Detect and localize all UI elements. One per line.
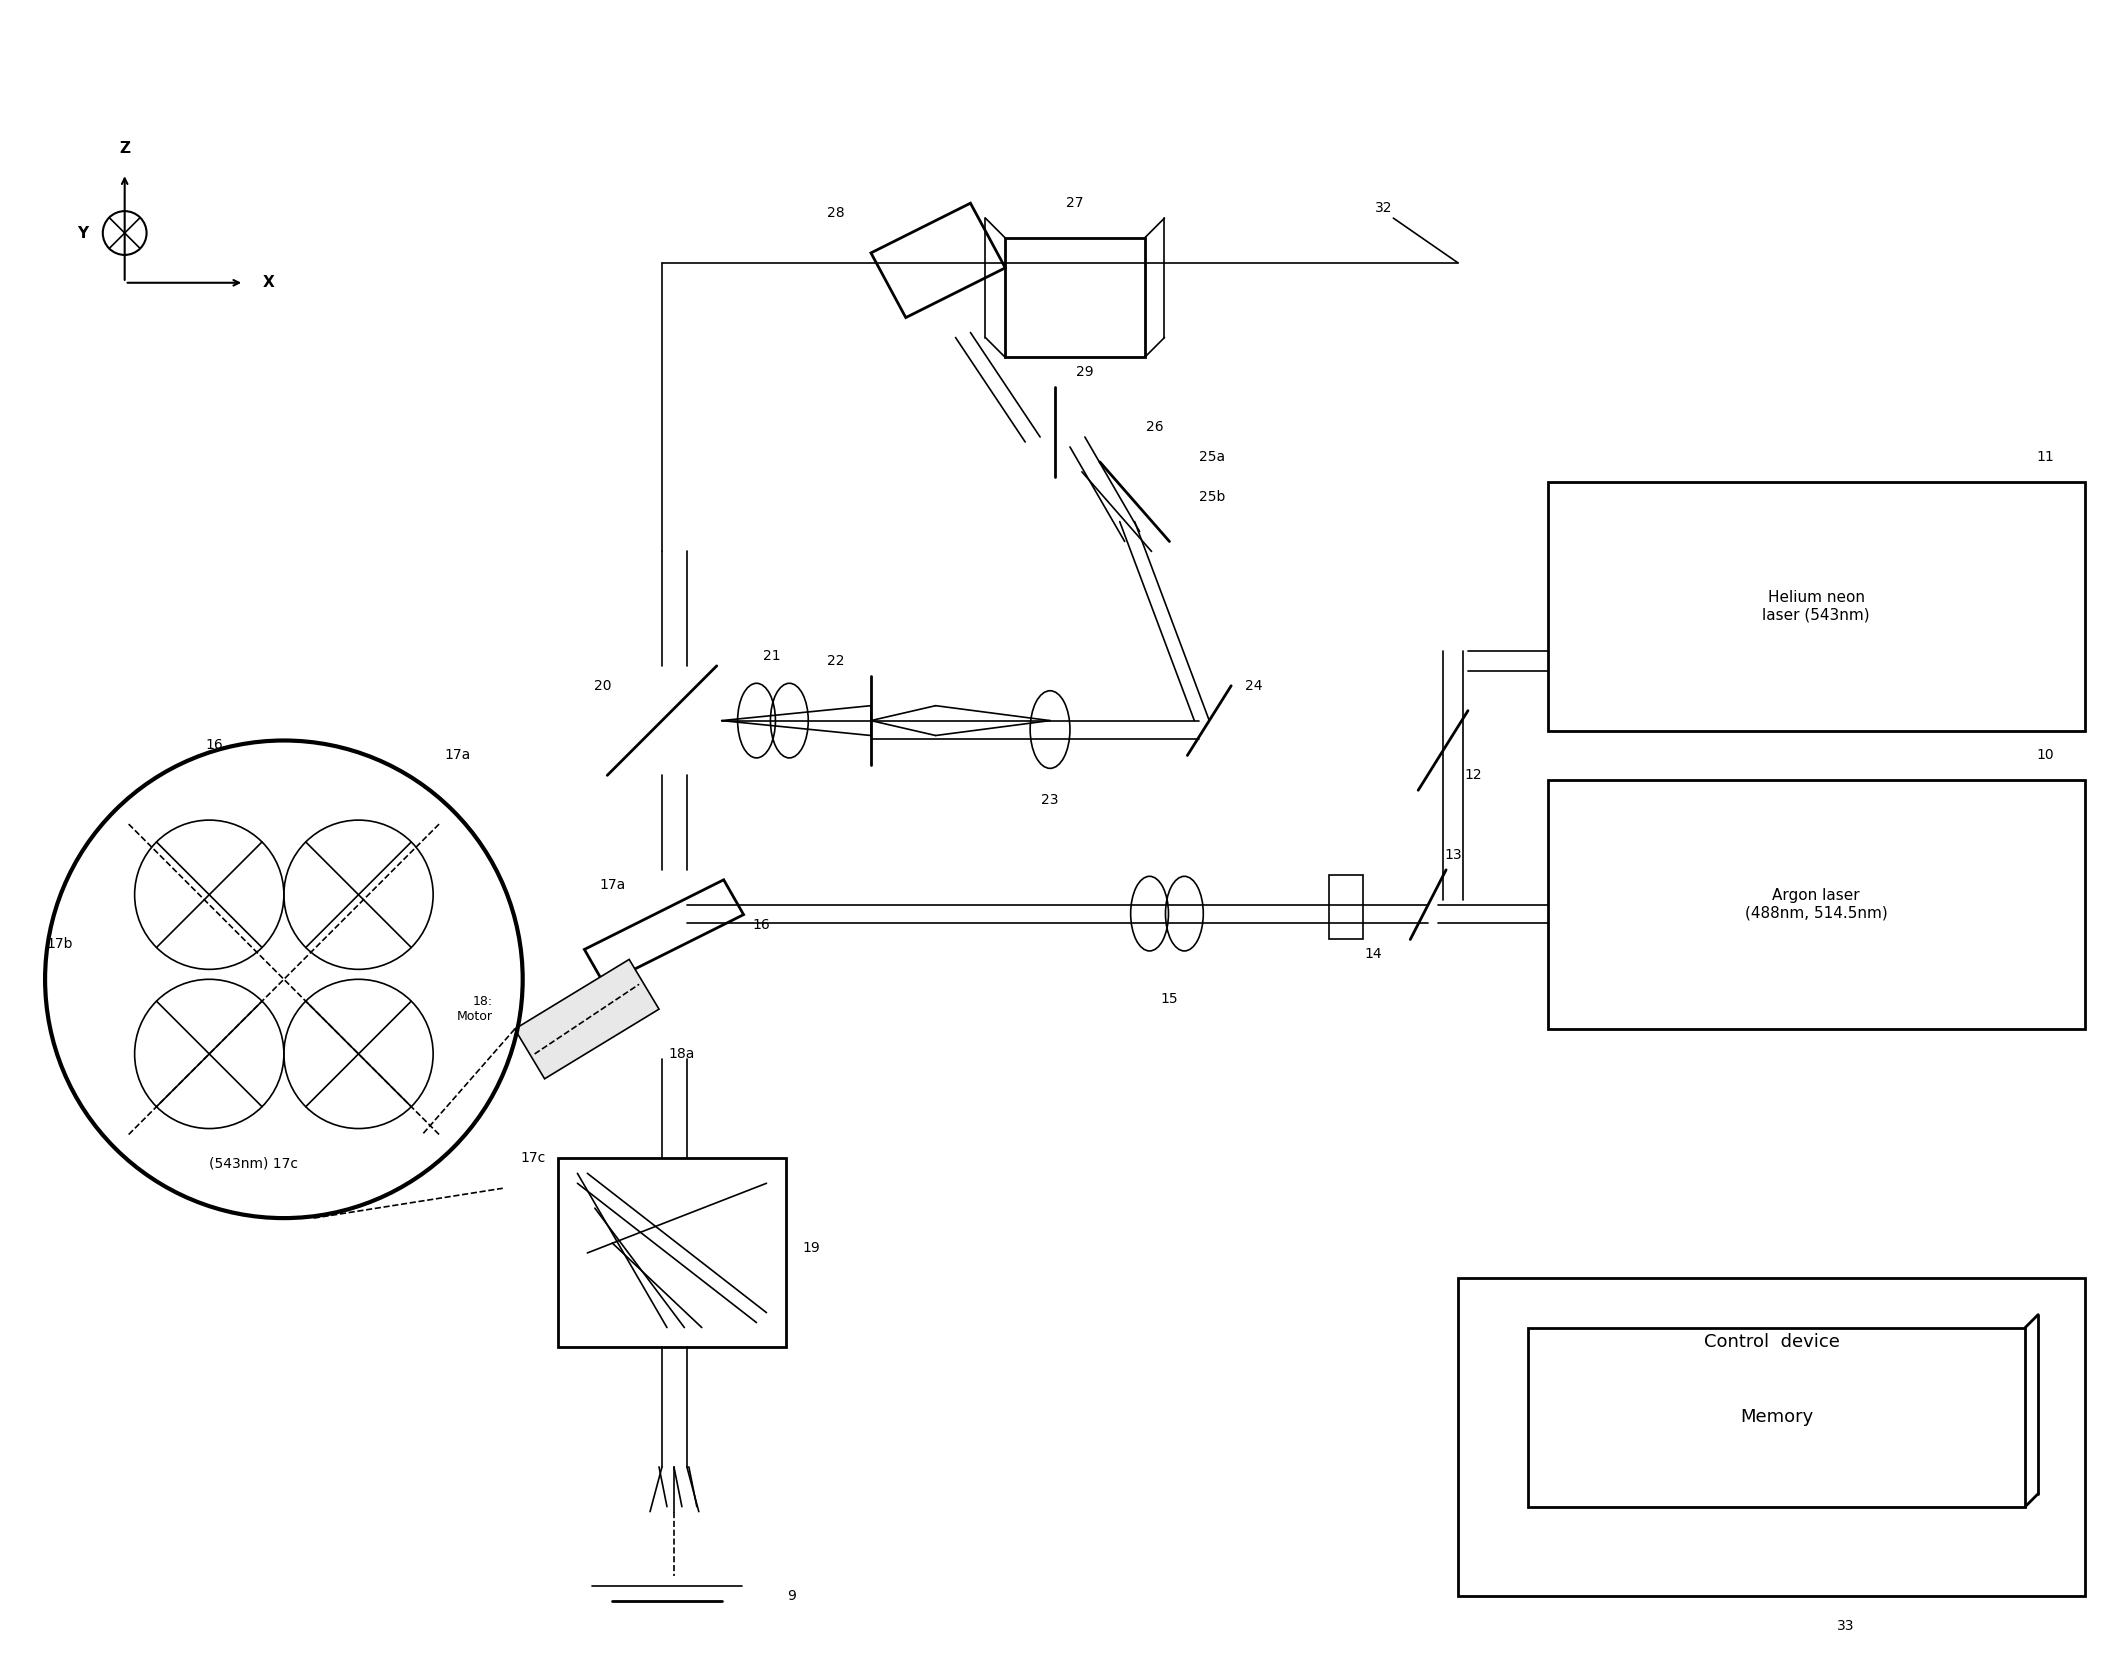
Text: 29: 29 — [1077, 366, 1094, 379]
Bar — [556, 1158, 786, 1347]
Bar — [1457, 1279, 2086, 1596]
Text: X: X — [263, 275, 274, 290]
Text: 24: 24 — [1245, 680, 1264, 693]
Text: 20: 20 — [593, 680, 612, 693]
Bar — [1005, 238, 1145, 357]
Text: 18:
Motor: 18: Motor — [457, 995, 493, 1024]
Text: Argon laser
(488nm, 514.5nm): Argon laser (488nm, 514.5nm) — [1744, 888, 1888, 921]
Text: 28: 28 — [828, 206, 845, 220]
Text: Memory: Memory — [1740, 1408, 1814, 1426]
Text: 22: 22 — [828, 654, 845, 668]
Polygon shape — [514, 960, 658, 1079]
Text: Control  device: Control device — [1703, 1334, 1839, 1351]
Bar — [1548, 780, 2086, 1029]
Text: 9: 9 — [786, 1589, 796, 1602]
Text: 16: 16 — [206, 738, 223, 752]
Text: 27: 27 — [1066, 196, 1083, 210]
Text: 21: 21 — [763, 649, 780, 663]
Text: 12: 12 — [1463, 769, 1483, 782]
Polygon shape — [871, 203, 1005, 317]
Text: 33: 33 — [1837, 1619, 1854, 1633]
Text: 17b: 17b — [47, 938, 72, 951]
Text: 23: 23 — [1041, 794, 1058, 807]
Text: Z: Z — [119, 141, 130, 156]
Text: 25a: 25a — [1200, 450, 1226, 463]
Text: 15: 15 — [1160, 992, 1179, 1007]
Text: 16: 16 — [752, 918, 771, 931]
Text: 10: 10 — [2037, 748, 2054, 762]
Text: Helium neon
laser (543nm): Helium neon laser (543nm) — [1763, 591, 1869, 623]
Text: (543nm) 17c: (543nm) 17c — [210, 1156, 297, 1170]
Text: 13: 13 — [1444, 847, 1461, 862]
Text: 11: 11 — [2037, 450, 2054, 463]
Text: 26: 26 — [1145, 420, 1164, 435]
Text: 18a: 18a — [669, 1047, 695, 1060]
Text: 14: 14 — [1364, 948, 1383, 961]
Bar — [1527, 1327, 2024, 1507]
Text: 17a: 17a — [599, 878, 624, 891]
Text: 19: 19 — [803, 1242, 820, 1255]
Text: Y: Y — [76, 225, 89, 240]
Text: 32: 32 — [1374, 201, 1391, 215]
Text: 17c: 17c — [520, 1151, 546, 1166]
Polygon shape — [584, 879, 743, 985]
Text: 17a: 17a — [444, 748, 472, 762]
Bar — [1330, 874, 1364, 940]
Bar — [1548, 482, 2086, 730]
Text: 25b: 25b — [1200, 490, 1226, 503]
